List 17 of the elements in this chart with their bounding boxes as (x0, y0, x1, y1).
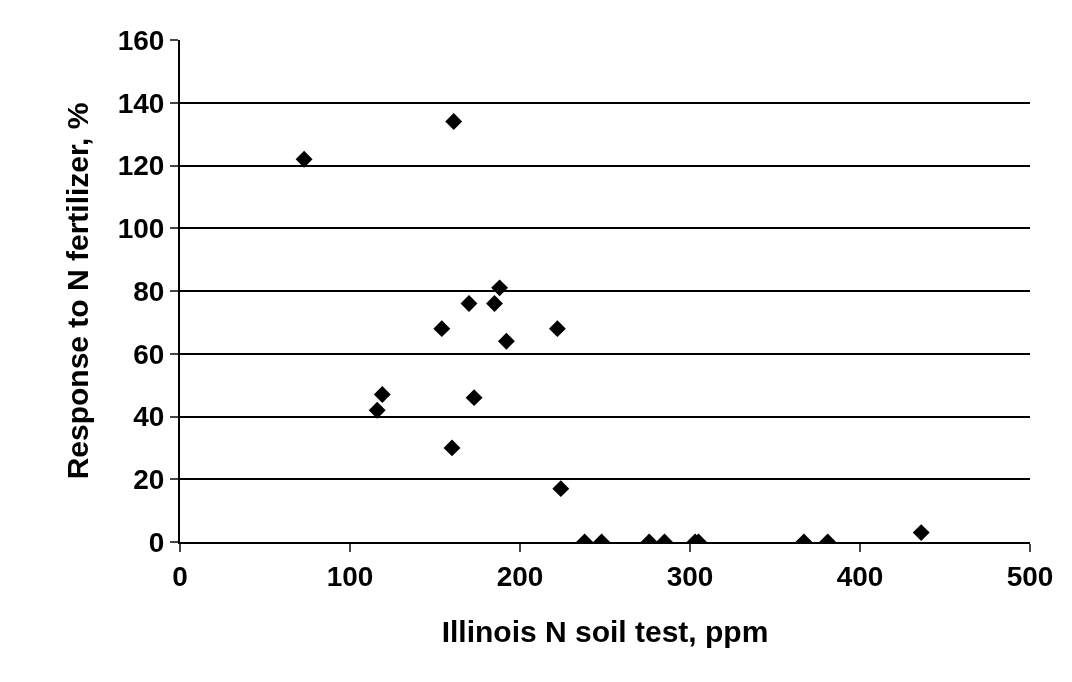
y-tick-label: 160 (117, 24, 165, 56)
x-axis-title: Illinois N soil test, ppm (441, 614, 769, 648)
y-tick-label: 20 (133, 464, 165, 496)
y-tick-label: 0 (148, 526, 165, 558)
y-tick-label: 60 (133, 338, 165, 370)
x-tick-label: 200 (496, 560, 544, 592)
y-tick-label: 140 (117, 87, 165, 119)
y-tick-label: 120 (117, 150, 165, 182)
x-tick-label: 500 (1006, 560, 1054, 592)
x-tick-label: 100 (326, 560, 374, 592)
y-tick-label: 40 (133, 401, 165, 433)
y-tick-label: 100 (117, 213, 165, 245)
x-tick-label: 300 (666, 560, 714, 592)
y-axis-title: Response to N fertilizer, % (61, 102, 95, 480)
x-tick-label: 0 (172, 560, 188, 592)
y-tick-label: 80 (133, 275, 165, 307)
x-tick-label: 400 (836, 560, 884, 592)
